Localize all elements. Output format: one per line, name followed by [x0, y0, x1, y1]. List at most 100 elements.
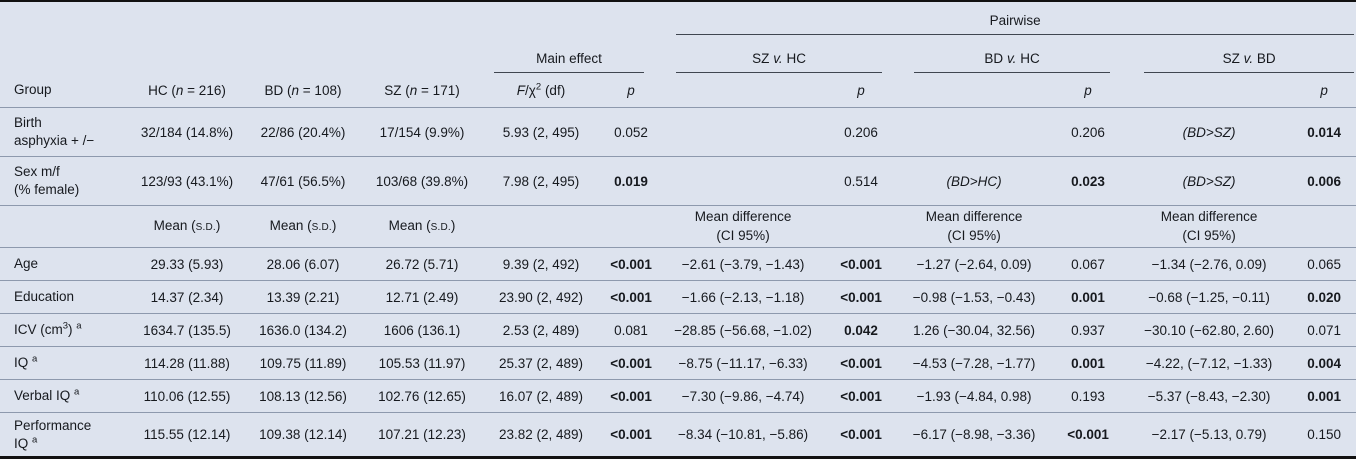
row-label-performance-iq: Performance IQ a: [14, 417, 92, 451]
table-cell: 102.76 (12.65): [362, 379, 482, 413]
table-cell: −0.68 (−1.25, −0.11): [1126, 280, 1293, 314]
table-cell: −7.30 (−9.86, −4.74): [662, 379, 825, 413]
column-header-bd: BD (n = 108): [244, 73, 362, 108]
table-cell: 0.206: [1050, 107, 1127, 157]
table-cell: 0.514: [824, 156, 899, 206]
table-cell: 0.065: [1292, 247, 1356, 281]
table-cell: 123/93 (43.1%): [130, 156, 244, 206]
table-cell: <0.001: [840, 427, 882, 442]
column-header-p-bd-hc: p: [1050, 73, 1127, 108]
superscript: a: [32, 434, 38, 445]
superscript: 3: [62, 320, 69, 332]
table-cell: 28.06 (6.07): [244, 247, 362, 281]
table-cell: −28.85 (−56.68, −1.02): [662, 313, 825, 347]
table-cell: 0.937: [1050, 313, 1127, 347]
italic-text: v.: [1006, 51, 1017, 66]
table-cell: 115.55 (12.14): [143, 427, 231, 442]
table-cell: <0.001: [600, 379, 663, 413]
table-cell: Mean (s.d.): [244, 205, 362, 248]
table-cell: <0.001: [600, 247, 663, 281]
table-cell: 110.06 (12.55): [130, 379, 244, 413]
table-row-sex: Sex m/f (% female) 123/93 (43.1%) 47/61 (56…: [0, 156, 1356, 206]
table-row-icv: ICV (cm3) a 1634.7 (135.5) 1636.0 (134.2) 1…: [0, 313, 1356, 347]
table-cell: 2.53 (2, 489): [482, 313, 600, 347]
table-cell: Mean difference (CI 95%): [662, 205, 825, 248]
table-cell: −0.98 (−1.53, −0.43): [898, 280, 1051, 314]
table-cell: [898, 107, 1051, 157]
table-cell: 0.206: [824, 107, 899, 157]
pairwise-header-cell: Pairwise: [662, 1, 1356, 35]
table-cell: −5.37 (−8.43, −2.30): [1126, 379, 1293, 413]
table-cell: −2.17 (−5.13, 0.79): [1151, 427, 1267, 442]
table-cell: 23.82 (2, 489): [498, 427, 584, 442]
table-row-age: Age 29.33 (5.93) 28.06 (6.07) 26.72 (5.71) 9…: [0, 247, 1356, 281]
table-cell: −1.34 (−2.76, 0.09): [1126, 247, 1293, 281]
table-cell: 0.001: [1050, 280, 1127, 314]
table-cell: [662, 156, 825, 206]
italic-text: n: [175, 82, 184, 98]
table-cell: −6.17 (−8.98, −3.36): [912, 427, 1036, 442]
row-label-subheader: [0, 205, 130, 248]
table-cell: 5.93 (2, 495): [482, 107, 600, 157]
table-cell: <0.001: [600, 280, 663, 314]
header-spacer: [0, 1, 662, 35]
table-cell: 1.26 (−30.04, 32.56): [898, 313, 1051, 347]
italic-text: v.: [1243, 51, 1254, 66]
italic-text: n: [291, 82, 300, 98]
table-cell: 0.006: [1292, 156, 1356, 206]
table-cell: 0.023: [1050, 156, 1127, 206]
row-label-verbal-iq: Verbal IQ a: [0, 379, 130, 413]
table-cell: 0.081: [600, 313, 663, 347]
table-cell: 13.39 (2.21): [244, 280, 362, 314]
italic-text: v.: [773, 51, 783, 66]
table-cell: [824, 205, 899, 248]
row-label-education: Education: [0, 280, 130, 314]
table-cell: Mean (s.d.): [130, 205, 244, 248]
table-cell: 0.001: [1292, 379, 1356, 413]
row-label-birth-asphyxia: Birth asphyxia + /−: [0, 107, 130, 157]
italic-text: (BD>SZ): [1182, 124, 1236, 140]
table-cell: <0.001: [610, 427, 652, 442]
table-cell: 47/61 (56.5%): [244, 156, 362, 206]
table-cell: 0.067: [1050, 247, 1127, 281]
group-underline-bd-vs-hc: BD v. HC: [914, 51, 1111, 73]
table-row-birth-asphyxia: Birth asphyxia + /− 32/184 (14.8%) 22/86 (2…: [0, 107, 1356, 157]
superscript: 2: [535, 81, 542, 92]
table-cell: [662, 107, 825, 157]
column-header-group: Group: [0, 73, 130, 108]
row-label-age: Age: [0, 247, 130, 281]
table-cell: (BD>SZ): [1126, 107, 1293, 157]
italic-text: F: [516, 82, 526, 98]
group-underline-sz-vs-bd: SZ v. BD: [1144, 51, 1355, 73]
smallcaps: s.d.: [430, 222, 451, 234]
table-cell: 0.150: [1307, 427, 1341, 442]
header-row-groups: Main effect SZ v. HC BD v. HC SZ v. BD: [0, 35, 1356, 73]
table-cell: 0.001: [1050, 346, 1127, 380]
table-cell: 0.052: [600, 107, 663, 157]
table-cell: 0.019: [600, 156, 663, 206]
table-cell: −2.61 (−3.79, −1.43): [662, 247, 825, 281]
table-cell: Mean difference (CI 95%): [898, 205, 1051, 248]
table-row-subheader: Mean (s.d.) Mean (s.d.) Mean (s.d.) Mean di…: [0, 205, 1356, 248]
table-cell: 0.014: [1292, 107, 1356, 157]
superscript: a: [76, 320, 82, 332]
table-cell: [482, 205, 600, 248]
column-header-diff-sz-hc: [662, 73, 825, 108]
table-cell: <0.001: [600, 346, 663, 380]
group-header-main-effect: Main effect: [482, 35, 662, 73]
italic-text: (BD>HC): [946, 173, 1002, 189]
table-cell: Mean difference (CI 95%): [1126, 205, 1293, 248]
table-cell: 0.042: [824, 313, 899, 347]
table-cell: Mean (s.d.): [362, 205, 482, 248]
superscript: a: [74, 386, 80, 398]
table-cell: 0.071: [1292, 313, 1356, 347]
group-header-sz-vs-hc: SZ v. HC: [662, 35, 898, 73]
table-cell: <0.001: [824, 379, 899, 413]
table-cell: 25.37 (2, 489): [482, 346, 600, 380]
column-header-diff-sz-bd: [1126, 73, 1293, 108]
smallcaps: s.d.: [195, 222, 216, 234]
superscript: a: [32, 353, 38, 365]
table-cell: 26.72 (5.71): [362, 247, 482, 281]
table-cell: <0.001: [824, 346, 899, 380]
